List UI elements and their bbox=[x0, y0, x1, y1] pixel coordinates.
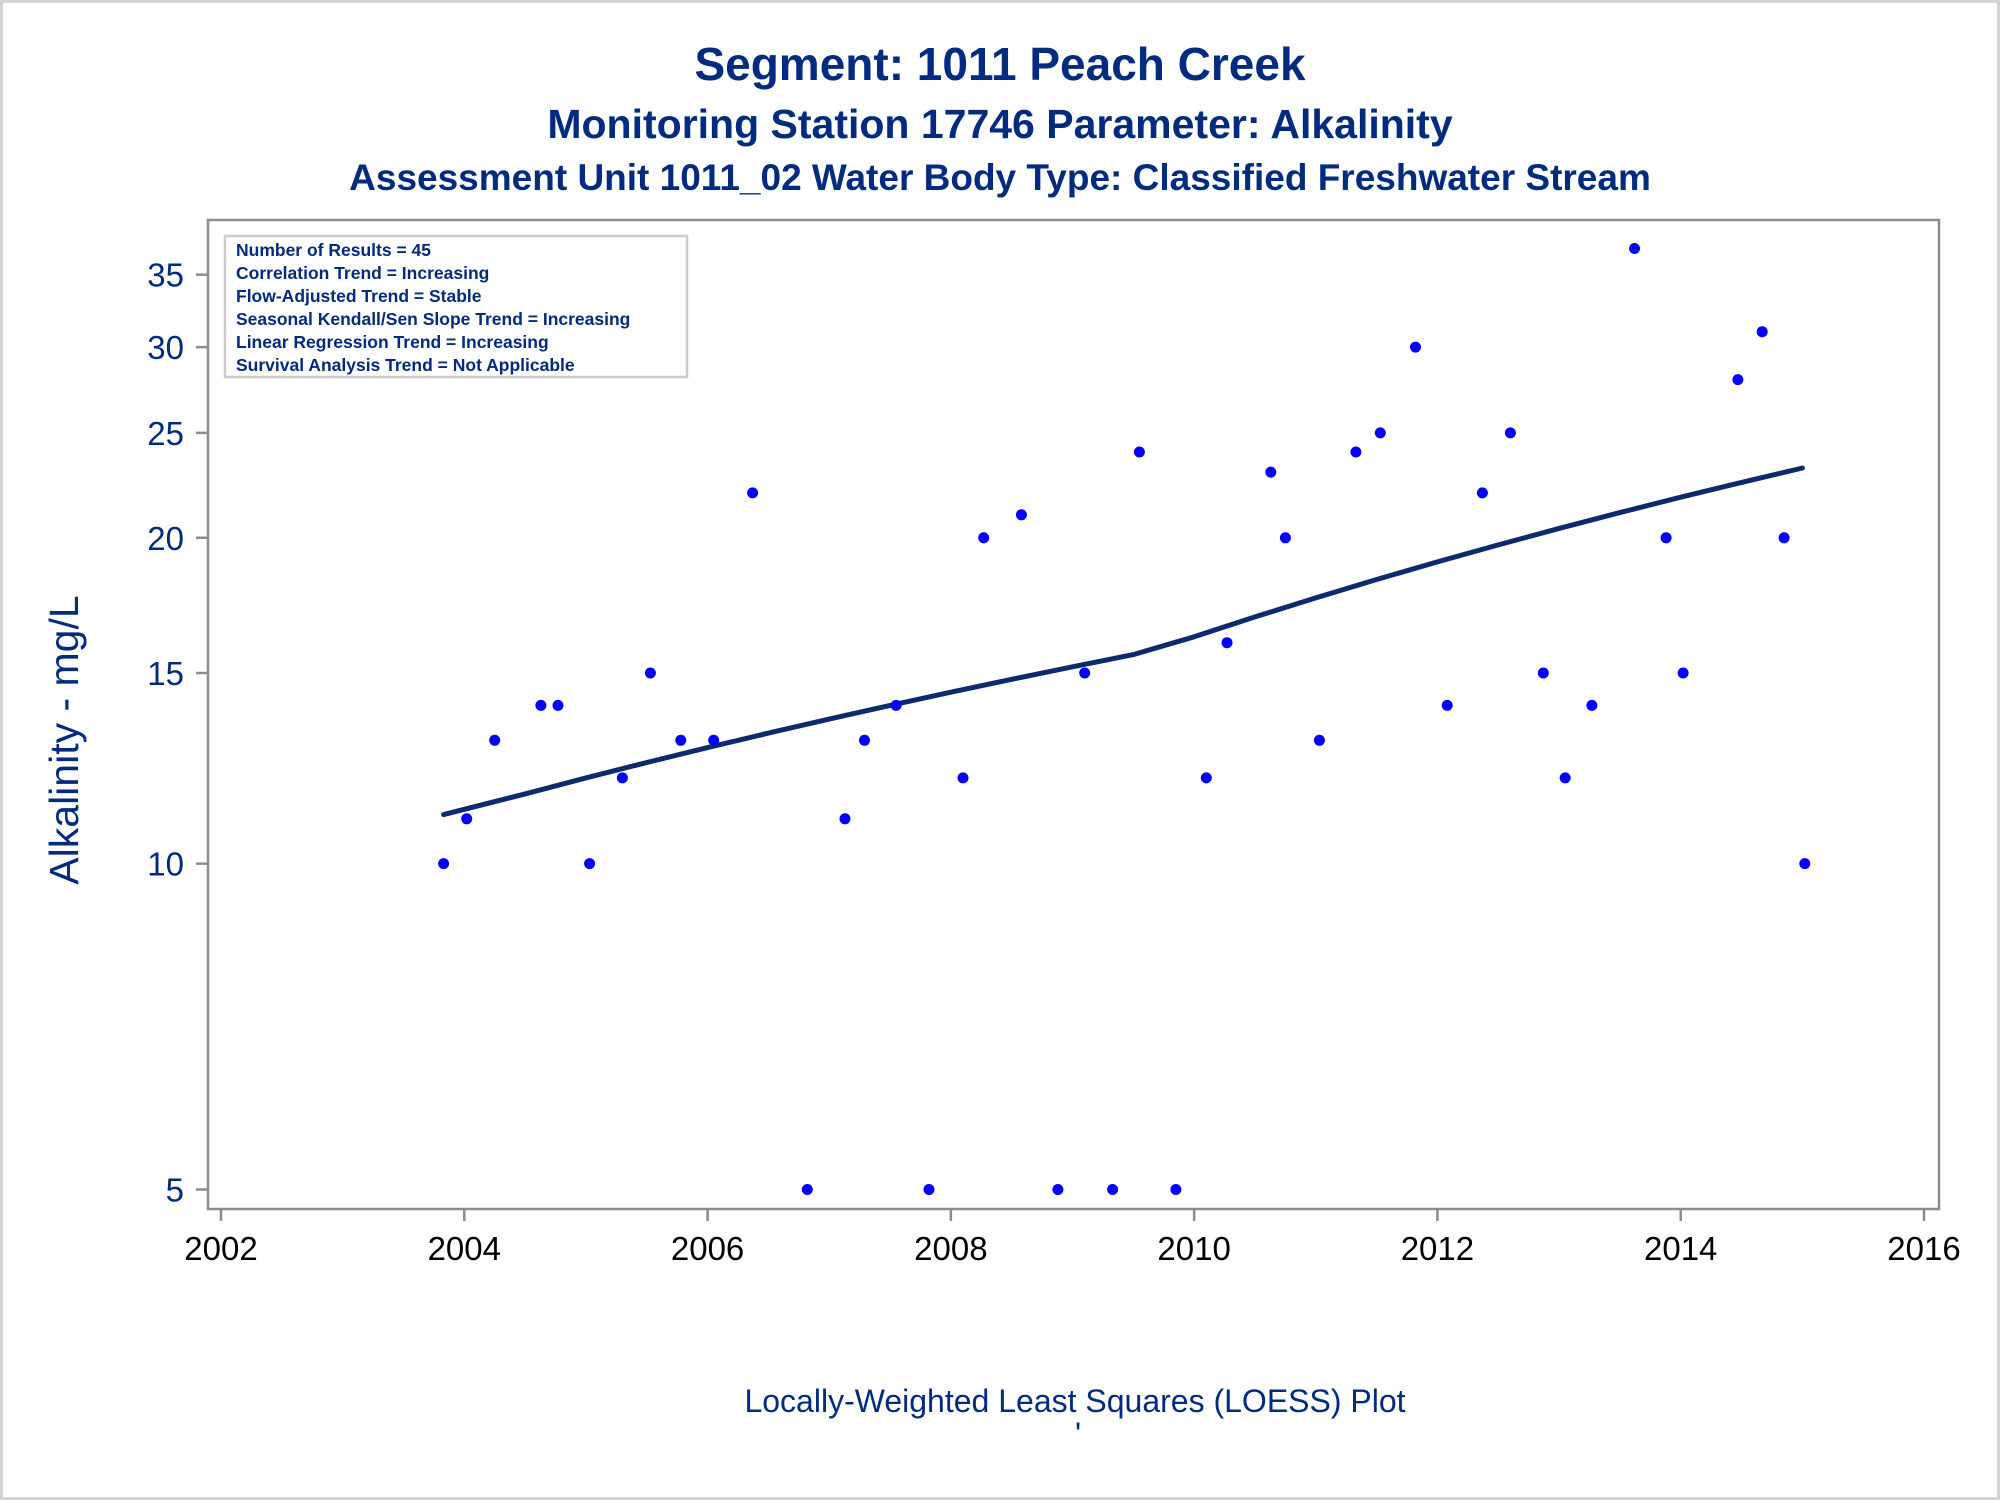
x-tick-label: 2016 bbox=[1887, 1230, 1960, 1267]
data-point bbox=[859, 734, 870, 746]
chart-subtitle-2: Assessment Unit 1011_02 Water Body Type:… bbox=[349, 157, 1651, 198]
x-tick-label: 2004 bbox=[428, 1230, 501, 1267]
data-point bbox=[978, 532, 990, 544]
y-tick-label: 10 bbox=[147, 846, 184, 883]
info-box-border bbox=[223, 234, 689, 379]
info-line-flow-adjusted: Flow-Adjusted Trend = Stable bbox=[236, 286, 482, 306]
data-point bbox=[489, 734, 501, 746]
data-point bbox=[535, 699, 547, 711]
data-point bbox=[1504, 427, 1516, 439]
data-point bbox=[1441, 699, 1453, 711]
data-point bbox=[616, 772, 628, 784]
loess-line bbox=[441, 465, 1805, 818]
data-point bbox=[957, 772, 969, 784]
y-tick-label: 30 bbox=[147, 329, 184, 366]
chart-subtitle: Monitoring Station 17746 Parameter: Alka… bbox=[547, 101, 1452, 147]
data-point bbox=[923, 1184, 935, 1195]
scatter-points-layer bbox=[438, 243, 1811, 1195]
data-point bbox=[1756, 326, 1768, 338]
data-point bbox=[461, 813, 473, 825]
info-line-linear-regression: Linear Regression Trend = Increasing bbox=[236, 332, 549, 352]
y-axis-label: Alkalinity - mg/L bbox=[41, 595, 87, 884]
x-axis: 2002 2004 2006 2008 2010 2012 2014 2016 bbox=[184, 1209, 1961, 1267]
footnote: Locally-Weighted Least Squares (LOESS) P… bbox=[744, 1383, 1405, 1419]
data-point bbox=[1586, 699, 1598, 711]
data-point bbox=[708, 734, 720, 746]
data-point bbox=[1559, 772, 1571, 784]
data-point bbox=[1410, 341, 1421, 353]
data-point bbox=[584, 858, 596, 870]
data-point bbox=[1079, 667, 1091, 679]
info-line-survival: Survival Analysis Trend = Not Applicable bbox=[236, 355, 575, 375]
data-point bbox=[1015, 509, 1027, 521]
y-tick-label: 35 bbox=[147, 257, 184, 294]
data-point bbox=[1799, 858, 1811, 870]
data-point bbox=[1629, 243, 1640, 254]
data-point bbox=[1052, 1184, 1064, 1195]
data-point bbox=[1677, 667, 1689, 679]
x-tick-label: 2002 bbox=[184, 1230, 257, 1267]
y-tick-label: 15 bbox=[147, 655, 184, 692]
x-tick-label: 2010 bbox=[1157, 1230, 1230, 1267]
data-point bbox=[747, 487, 759, 499]
info-box: Number of Results = 45 Correlation Trend… bbox=[223, 234, 689, 379]
data-point bbox=[1133, 446, 1145, 458]
data-point bbox=[1313, 734, 1325, 746]
x-tick-label: 2014 bbox=[1644, 1230, 1717, 1267]
footnote-mark: ' bbox=[1075, 1416, 1081, 1452]
info-line-seasonal-kendall: Seasonal Kendall/Sen Slope Trend = Incre… bbox=[236, 309, 630, 329]
data-point bbox=[1107, 1184, 1119, 1195]
data-point bbox=[1732, 374, 1744, 386]
data-point bbox=[1170, 1184, 1182, 1195]
data-point bbox=[1660, 532, 1672, 544]
plot-area-border bbox=[206, 218, 1941, 1211]
y-tick-label: 25 bbox=[147, 415, 184, 452]
x-tick-label: 2006 bbox=[671, 1230, 744, 1267]
loess-line-layer bbox=[441, 465, 1805, 818]
data-point bbox=[1537, 667, 1549, 679]
info-line-results: Number of Results = 45 bbox=[236, 240, 431, 260]
data-point bbox=[839, 813, 851, 825]
info-line-correlation: Correlation Trend = Increasing bbox=[236, 263, 489, 283]
data-point bbox=[1265, 466, 1277, 478]
y-axis: 5 10 15 20 25 30 35 bbox=[147, 257, 208, 1209]
data-point bbox=[890, 699, 902, 711]
data-point bbox=[1200, 772, 1212, 784]
data-point bbox=[1350, 446, 1362, 458]
y-tick-label: 20 bbox=[147, 520, 184, 557]
data-point bbox=[1374, 427, 1386, 439]
data-point bbox=[644, 667, 656, 679]
data-point bbox=[1279, 532, 1291, 544]
data-point bbox=[1778, 532, 1790, 544]
x-tick-label: 2012 bbox=[1401, 1230, 1474, 1267]
data-point bbox=[1221, 637, 1233, 649]
chart-title: Segment: 1011 Peach Creek bbox=[694, 38, 1306, 90]
x-tick-label: 2008 bbox=[914, 1230, 987, 1267]
data-point bbox=[552, 699, 564, 711]
data-point bbox=[1476, 487, 1488, 499]
data-point bbox=[675, 734, 687, 746]
y-tick-label: 5 bbox=[166, 1172, 184, 1209]
data-point bbox=[438, 858, 450, 870]
data-point bbox=[801, 1184, 813, 1195]
